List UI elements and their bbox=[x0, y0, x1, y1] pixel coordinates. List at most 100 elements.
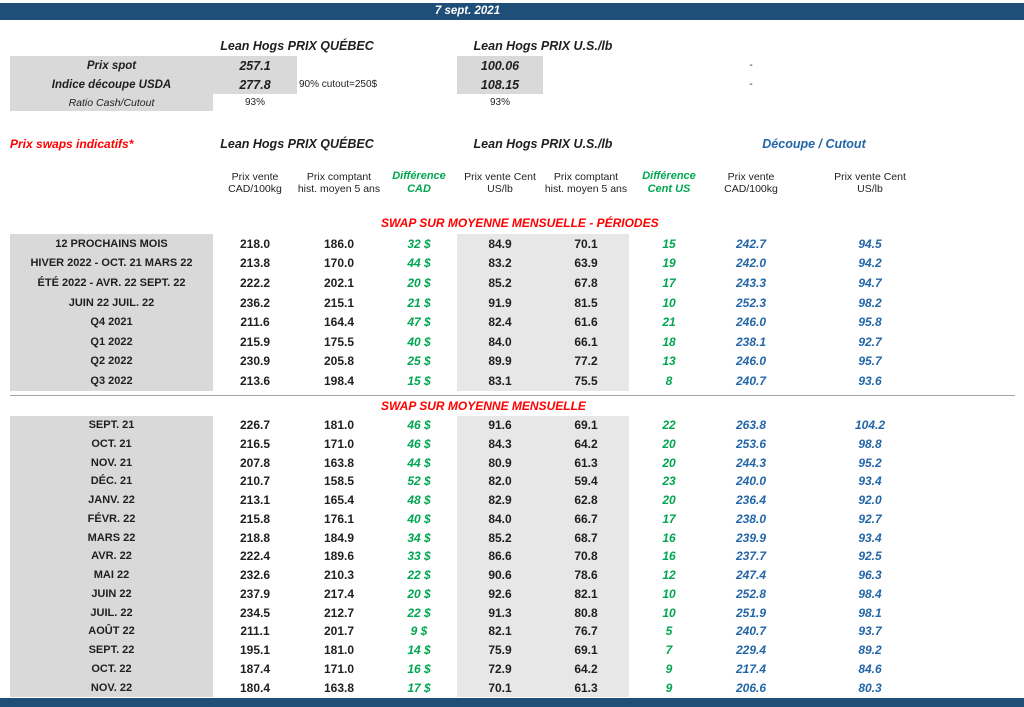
cutout-cad-price: 236.4 bbox=[735, 493, 767, 508]
qc-hist-avg: 158.5 bbox=[323, 474, 355, 489]
qc-sale-price: 213.6 bbox=[239, 373, 271, 388]
us-sale-price: 70.1 bbox=[457, 678, 543, 697]
qc-hist-avg: 184.9 bbox=[323, 530, 355, 545]
us-sale-price: 80.9 bbox=[457, 453, 543, 472]
spot-us-value: 108.15 bbox=[457, 75, 543, 94]
spot-row-label: Ratio Cash/Cutout bbox=[10, 94, 213, 111]
table-row: FÉVR. 22 215.8 176.1 40 $ 84.0 66.7 17 238.0 92.… bbox=[10, 509, 1015, 529]
row-label: FÉVR. 22 bbox=[10, 509, 213, 529]
qc-difference: 14 $ bbox=[407, 643, 431, 658]
row-label: OCT. 22 bbox=[10, 659, 213, 679]
table-row: JUIN 22 237.9 217.4 20 $ 92.6 82.1 10 252.8 98.4 bbox=[10, 584, 1015, 604]
spot-cutout-dash: - bbox=[749, 79, 753, 90]
cutout-cad-price: 240.0 bbox=[735, 474, 767, 489]
qc-sale-price: 226.7 bbox=[239, 418, 271, 433]
table-row: Q3 2022 213.6 198.4 15 $ 83.1 75.5 8 240.7 93.6 bbox=[10, 371, 1015, 391]
spot-row: Indice découpe USDA 277.8 90% cutout=250… bbox=[10, 75, 1015, 94]
us-hist-avg: 77.2 bbox=[543, 351, 629, 372]
us-difference: 20 bbox=[662, 493, 676, 508]
cutout-cad-price: 252.8 bbox=[735, 586, 767, 601]
qc-sale-price: 211.1 bbox=[240, 624, 270, 639]
cutout-us-price: 94.5 bbox=[858, 236, 882, 251]
cutout-cad-price: 243.3 bbox=[735, 275, 767, 290]
us-hist-avg: 82.1 bbox=[543, 584, 629, 604]
qc-difference: 17 $ bbox=[407, 680, 431, 695]
section-title-monthly: SWAP SUR MOYENNE MENSUELLE bbox=[10, 394, 1015, 416]
qc-sale-price: 207.8 bbox=[239, 455, 271, 470]
cutout-cad-price: 244.3 bbox=[735, 455, 767, 470]
us-difference: 20 bbox=[662, 455, 676, 470]
table-row: SEPT. 22 195.1 181.0 14 $ 75.9 69.1 7 229.4 89.2 bbox=[10, 640, 1015, 660]
colhead-cutout-us: Prix vente Cent US/lb bbox=[834, 170, 906, 195]
spot-us-value: 100.06 bbox=[457, 56, 543, 75]
table-row: ÉTÉ 2022 - AVR. 22 SEPT. 22 222.2 202.1 20 … bbox=[10, 273, 1015, 293]
row-label: AVR. 22 bbox=[10, 547, 213, 566]
qc-difference: 44 $ bbox=[407, 455, 431, 470]
spot-cutout-dash: - bbox=[749, 60, 753, 71]
cutout-cad-price: 240.7 bbox=[735, 624, 767, 639]
table-row: Q2 2022 230.9 205.8 25 $ 89.9 77.2 13 246.0 95.7 bbox=[10, 351, 1015, 372]
us-difference: 8 bbox=[665, 373, 673, 388]
us-difference: 7 bbox=[665, 643, 673, 658]
qc-difference: 46 $ bbox=[407, 418, 431, 433]
us-sale-price: 84.3 bbox=[457, 434, 543, 454]
us-difference: 16 bbox=[662, 530, 676, 545]
us-hist-avg: 66.1 bbox=[543, 331, 629, 352]
spot-title-row: Lean Hogs PRIX QUÉBEC Lean Hogs PRIX U.S… bbox=[10, 36, 1015, 56]
cutout-cad-price: 238.1 bbox=[735, 334, 767, 349]
table-row: Q4 2021 211.6 164.4 47 $ 82.4 61.6 21 246.0 95.8 bbox=[10, 312, 1015, 332]
cutout-us-price: 96.3 bbox=[858, 568, 882, 583]
us-hist-avg: 61.3 bbox=[543, 453, 629, 472]
cutout-us-price: 84.6 bbox=[858, 661, 882, 676]
row-label: JUIL. 22 bbox=[10, 603, 213, 622]
cutout-cad-price: 242.0 bbox=[735, 256, 767, 271]
qc-hist-avg: 175.5 bbox=[323, 334, 355, 349]
qc-difference: 32 $ bbox=[407, 236, 431, 251]
qc-sale-price: 180.4 bbox=[239, 680, 271, 695]
row-label: SEPT. 21 bbox=[10, 415, 213, 435]
us-sale-price: 91.6 bbox=[457, 415, 543, 435]
row-label: NOV. 21 bbox=[10, 453, 213, 472]
us-sale-price: 82.9 bbox=[457, 490, 543, 510]
us-difference: 17 bbox=[662, 511, 676, 526]
qc-sale-price: 230.9 bbox=[239, 354, 271, 369]
footer-bar bbox=[0, 698, 1024, 707]
us-difference: 13 bbox=[662, 354, 676, 369]
colhead-us-diff: Différence Cent US bbox=[642, 170, 696, 195]
section-title-text: SWAP SUR MOYENNE MENSUELLE - PÉRIODES bbox=[381, 216, 659, 230]
qc-hist-avg: 181.0 bbox=[323, 643, 355, 658]
group-cutout-title: Découpe / Cutout bbox=[762, 137, 866, 151]
us-sale-price: 72.9 bbox=[457, 659, 543, 679]
cutout-us-price: 92.0 bbox=[858, 493, 882, 508]
section-title-periods: SWAP SUR MOYENNE MENSUELLE - PÉRIODES bbox=[10, 212, 1015, 234]
us-hist-avg: 80.8 bbox=[543, 603, 629, 622]
table-row: OCT. 22 187.4 171.0 16 $ 72.9 64.2 9 217.4 84.6 bbox=[10, 659, 1015, 679]
us-sale-price: 75.9 bbox=[457, 640, 543, 660]
us-hist-avg: 69.1 bbox=[543, 640, 629, 660]
us-hist-avg: 70.1 bbox=[543, 234, 629, 254]
qc-hist-avg: 176.1 bbox=[323, 511, 355, 526]
us-difference: 16 bbox=[662, 549, 676, 564]
spot-quebec-title: Lean Hogs PRIX QUÉBEC bbox=[220, 39, 374, 53]
colhead-cutout-cad: Prix vente CAD/100kg bbox=[724, 170, 778, 195]
qc-hist-avg: 170.0 bbox=[323, 256, 355, 271]
cutout-cad-price: 217.4 bbox=[735, 661, 767, 676]
qc-hist-avg: 201.7 bbox=[323, 624, 355, 639]
us-sale-price: 84.9 bbox=[457, 234, 543, 254]
cutout-cad-price: 238.0 bbox=[735, 511, 767, 526]
us-hist-avg: 62.8 bbox=[543, 490, 629, 510]
colhead-us-sale: Prix vente Cent US/lb bbox=[464, 170, 536, 195]
us-sale-price: 83.2 bbox=[457, 253, 543, 274]
swaps-group-header-row: Prix swaps indicatifs* Lean Hogs PRIX QU… bbox=[10, 134, 1015, 154]
table-row: AVR. 22 222.4 189.6 33 $ 86.6 70.8 16 237.7 92.5 bbox=[10, 547, 1015, 566]
report-date: 7 sept. 2021 bbox=[434, 5, 501, 17]
cutout-us-price: 98.4 bbox=[858, 586, 882, 601]
qc-difference: 16 $ bbox=[407, 661, 431, 676]
qc-difference: 15 $ bbox=[407, 373, 431, 388]
section-title-text: SWAP SUR MOYENNE MENSUELLE bbox=[381, 398, 586, 413]
us-sale-price: 83.1 bbox=[457, 371, 543, 391]
table-row: MAI 22 232.6 210.3 22 $ 90.6 78.6 12 247.4 96.3 bbox=[10, 565, 1015, 585]
us-hist-avg: 61.6 bbox=[543, 312, 629, 332]
us-hist-avg: 68.7 bbox=[543, 528, 629, 547]
us-hist-avg: 63.9 bbox=[543, 253, 629, 274]
